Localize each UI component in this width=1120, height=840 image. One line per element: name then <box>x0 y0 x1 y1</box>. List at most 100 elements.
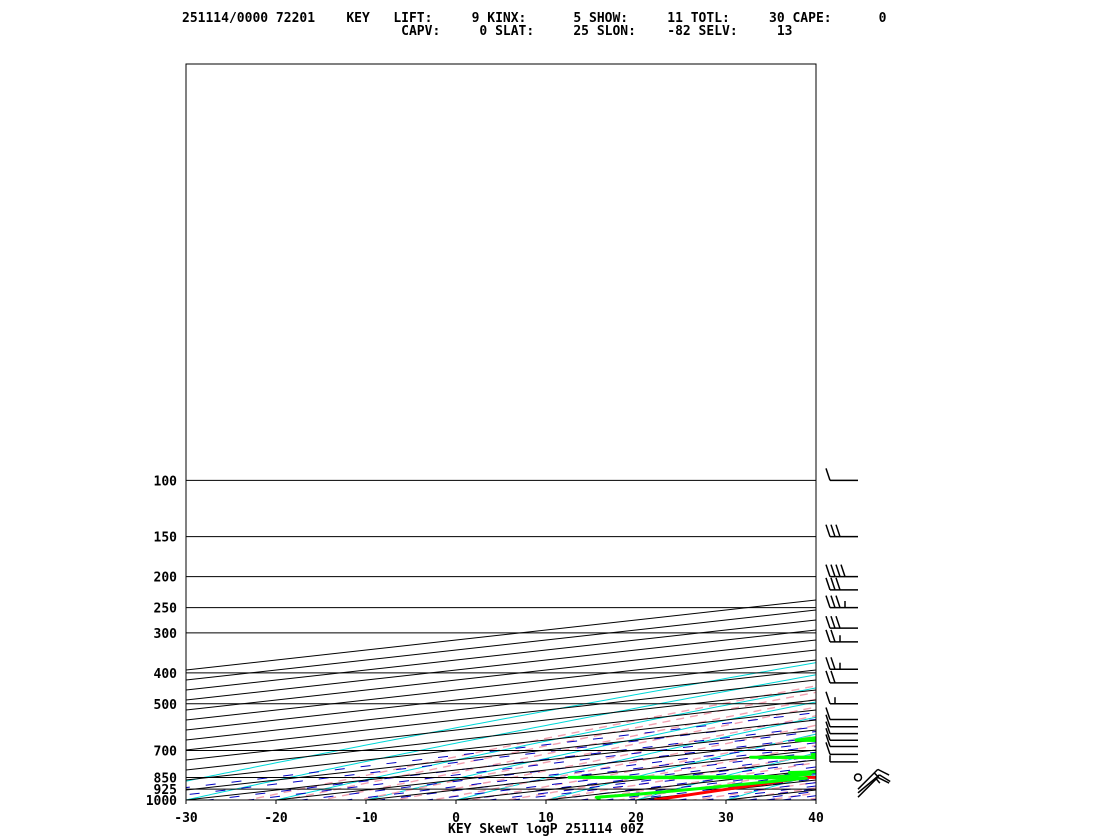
wind-barb <box>825 468 858 482</box>
temperature-tick-label: 20 <box>628 811 644 826</box>
moist-adiabat <box>317 698 816 800</box>
mixing-ratio-line <box>701 785 816 800</box>
barb-feather <box>825 468 831 481</box>
pressure-tick-label: 1000 <box>146 794 177 809</box>
chart-footer-label: KEY SkewT logP 251114 00Z <box>448 822 644 837</box>
barb-feather <box>830 595 836 608</box>
pressure-tick-label: 400 <box>154 667 178 682</box>
wind-barb <box>825 721 858 735</box>
isotherm <box>186 689 816 761</box>
barb-feather <box>830 670 836 684</box>
barb-feather <box>830 577 836 591</box>
dry-adiabat <box>186 674 816 800</box>
wind-barb <box>825 577 858 591</box>
pressure-tick-label: 250 <box>154 602 178 617</box>
mixing-ratio-line <box>576 770 816 800</box>
isotherm <box>186 709 816 781</box>
isotherm <box>186 679 816 751</box>
temperature-tick-label: -30 <box>174 811 198 826</box>
sounding-profiles <box>567 736 816 800</box>
wind-barb <box>825 727 858 741</box>
barb-feather <box>835 615 841 629</box>
barb-feather <box>879 774 891 783</box>
calm-wind-circle <box>853 773 863 782</box>
temperature-tick-label: -20 <box>264 811 288 826</box>
pressure-tick-label: 500 <box>154 698 178 713</box>
wind-barb-column <box>825 468 891 798</box>
dry-adiabat <box>814 799 816 800</box>
mixing-ratio-line <box>508 761 816 800</box>
barb-feather <box>825 707 831 720</box>
barb-feather <box>830 564 836 577</box>
pressure-tick-label: 300 <box>154 627 178 642</box>
barb-feather <box>830 629 836 643</box>
moist-adiabat <box>391 715 816 800</box>
barb-feather <box>825 629 831 643</box>
barb-feather <box>825 564 831 577</box>
dry-adiabat <box>544 733 816 800</box>
temperature-axis: -30 -20 -10 0 10 20 30 40 <box>174 800 824 826</box>
pressure-tick-label: 200 <box>154 571 178 586</box>
barb-feather <box>825 670 831 684</box>
isotherm <box>186 699 816 771</box>
mixing-ratio-line <box>601 773 816 800</box>
barb-feather <box>835 577 841 591</box>
moist-adiabat <box>280 691 816 800</box>
moist-adiabat <box>615 769 816 800</box>
moist-adiabat <box>466 734 816 800</box>
pressure-tick-label: 925 <box>154 783 177 798</box>
temperature-tick-label: 0 <box>452 811 460 826</box>
barb-feather <box>877 776 890 784</box>
wind-barb <box>825 657 858 671</box>
wind-barb <box>825 742 858 756</box>
barb-feather <box>825 691 831 705</box>
pressure-tick-label: 150 <box>154 531 178 546</box>
mixing-ratio-line <box>422 751 816 800</box>
wind-barb <box>825 714 858 728</box>
wind-barb <box>825 524 858 538</box>
dry-adiabat <box>886 473 1120 807</box>
moist-adiabat <box>652 775 816 800</box>
wind-barb <box>825 691 858 705</box>
header-line-2: CAPV: 0 SLAT: 25 SLON: -82 SELV: 13 <box>182 24 792 39</box>
wind-barb <box>825 670 858 684</box>
barb-feather <box>825 721 831 734</box>
temperature-tick-label: 30 <box>718 811 734 826</box>
isotherm <box>186 629 816 701</box>
barb-feather <box>825 524 831 537</box>
temperature-tick-label: 10 <box>538 811 554 826</box>
wind-barb <box>825 564 858 578</box>
moist-adiabat <box>725 787 816 800</box>
mixing-ratio-line <box>546 766 816 800</box>
wind-barb <box>825 615 858 629</box>
dry-adiabat <box>1068 473 1120 807</box>
wind-barb <box>825 734 858 748</box>
dewpoint-trace <box>567 736 816 800</box>
barb-feather <box>825 657 831 670</box>
plot-frame <box>185 63 817 801</box>
isotherm <box>186 609 816 681</box>
barb-shaft <box>857 768 879 790</box>
dry-adiabat <box>977 473 1120 807</box>
barb-feather <box>825 595 831 608</box>
barb-feather <box>835 595 841 608</box>
barb-feather <box>835 524 841 537</box>
dry-adiabat <box>186 662 816 782</box>
wind-barb <box>825 595 858 609</box>
barb-feather <box>825 734 831 747</box>
barb-feather <box>825 577 831 591</box>
mixing-ratio-line <box>374 746 816 800</box>
mixing-ratio-line <box>297 737 816 800</box>
barb-feather <box>825 615 831 629</box>
temperature-tick-label: -10 <box>354 811 378 826</box>
moist-adiabat <box>762 792 816 800</box>
mixing-ratio-line <box>642 778 816 800</box>
isotherm <box>271 739 816 800</box>
barb-feather <box>830 615 836 629</box>
mixing-ratio-line <box>803 480 1120 806</box>
pressure-tick-label: 100 <box>154 474 178 489</box>
mixing-ratio-line <box>244 731 816 800</box>
isotherm <box>721 789 816 800</box>
wind-barb <box>825 707 858 721</box>
